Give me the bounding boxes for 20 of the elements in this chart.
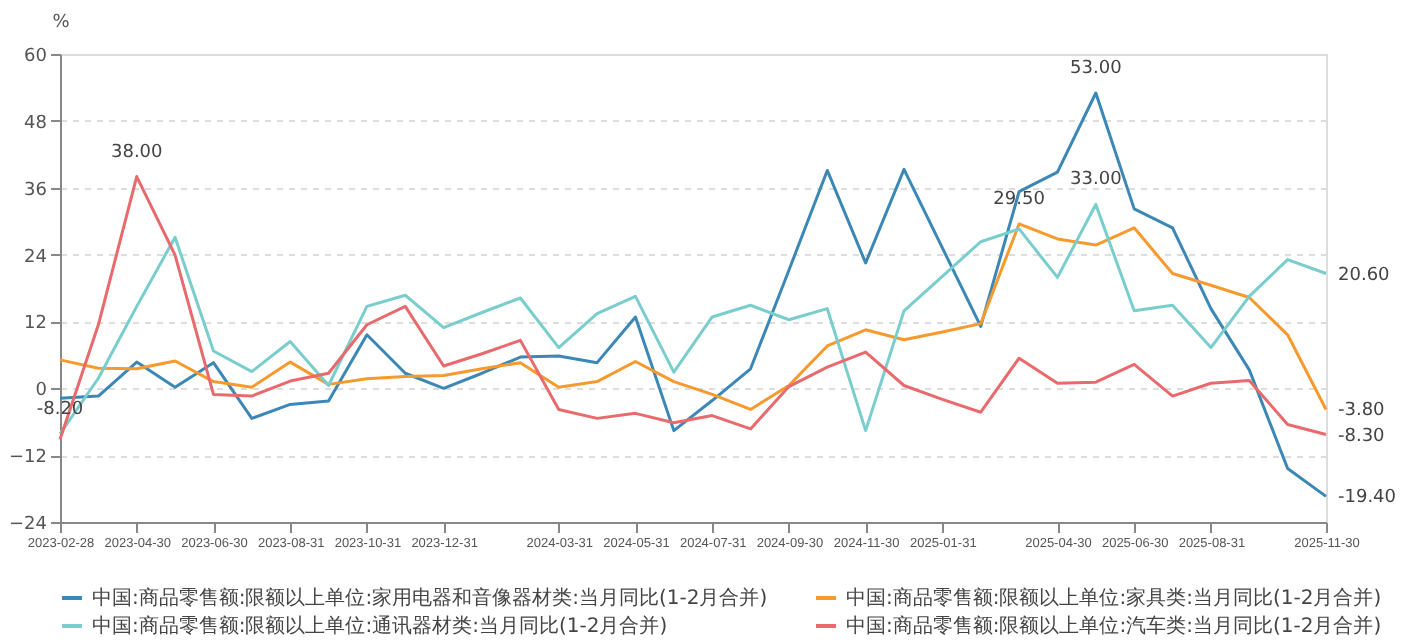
data-label: 33.00 bbox=[1070, 170, 1123, 191]
y-tick-label: 48 bbox=[24, 113, 48, 134]
data-label: 38.00 bbox=[110, 142, 164, 163]
y-tick-label: 0 bbox=[35, 381, 48, 402]
y-tick-label: 12 bbox=[24, 314, 47, 335]
data-label: -19.40 bbox=[1338, 488, 1397, 509]
data-label: 20.60 bbox=[1338, 265, 1391, 286]
y-tick-label: 36 bbox=[24, 180, 48, 201]
legend-label: 中国:商品零售额:限额以上单位:家具类:当月同比(1-2月合并) bbox=[846, 586, 1382, 610]
legend-label: 中国:商品零售额:限额以上单位:家用电器和音像器材类:当月同比(1-2月合并) bbox=[92, 586, 768, 610]
legend-label: 中国:商品零售额:限额以上单位:汽车类:当月同比(1-2月合并) bbox=[846, 614, 1382, 638]
y-tick-label: 24 bbox=[24, 247, 48, 268]
data-label: -8.30 bbox=[1338, 426, 1386, 447]
legend-label: 中国:商品零售额:限额以上单位:通讯器材类:当月同比(1-2月合并) bbox=[92, 614, 668, 638]
y-tick-label: −24 bbox=[9, 515, 48, 535]
y-axis-title: % bbox=[52, 13, 71, 33]
y-tick-label: 60 bbox=[24, 47, 48, 67]
y-tick-label: −12 bbox=[9, 448, 47, 469]
data-label: 53.00 bbox=[1070, 59, 1123, 79]
data-label: -3.80 bbox=[1338, 401, 1386, 422]
